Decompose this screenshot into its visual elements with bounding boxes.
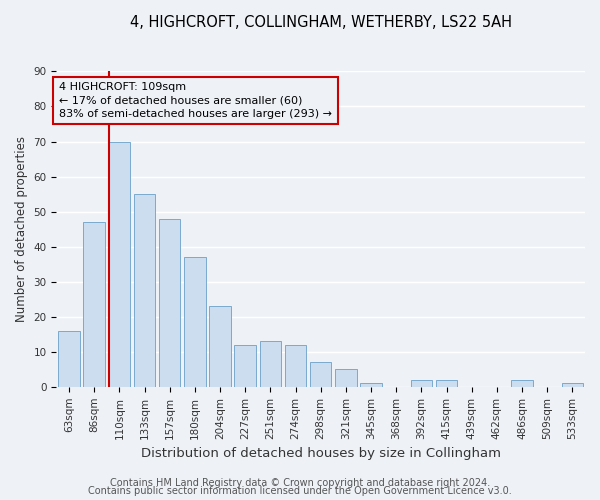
Bar — [209, 306, 231, 387]
Bar — [159, 218, 181, 387]
Bar — [511, 380, 533, 387]
Bar — [310, 362, 331, 387]
Text: 4 HIGHCROFT: 109sqm
← 17% of detached houses are smaller (60)
83% of semi-detach: 4 HIGHCROFT: 109sqm ← 17% of detached ho… — [59, 82, 332, 119]
X-axis label: Distribution of detached houses by size in Collingham: Distribution of detached houses by size … — [141, 447, 501, 460]
Bar — [109, 142, 130, 387]
Bar — [184, 257, 206, 387]
Bar — [410, 380, 432, 387]
Bar — [134, 194, 155, 387]
Text: Contains HM Land Registry data © Crown copyright and database right 2024.: Contains HM Land Registry data © Crown c… — [110, 478, 490, 488]
Bar — [562, 384, 583, 387]
Title: 4, HIGHCROFT, COLLINGHAM, WETHERBY, LS22 5AH: 4, HIGHCROFT, COLLINGHAM, WETHERBY, LS22… — [130, 15, 512, 30]
Bar — [260, 342, 281, 387]
Y-axis label: Number of detached properties: Number of detached properties — [15, 136, 28, 322]
Text: Contains public sector information licensed under the Open Government Licence v3: Contains public sector information licen… — [88, 486, 512, 496]
Bar — [83, 222, 105, 387]
Bar — [58, 331, 80, 387]
Bar — [436, 380, 457, 387]
Bar — [335, 370, 356, 387]
Bar — [285, 345, 306, 387]
Bar — [361, 384, 382, 387]
Bar — [235, 345, 256, 387]
